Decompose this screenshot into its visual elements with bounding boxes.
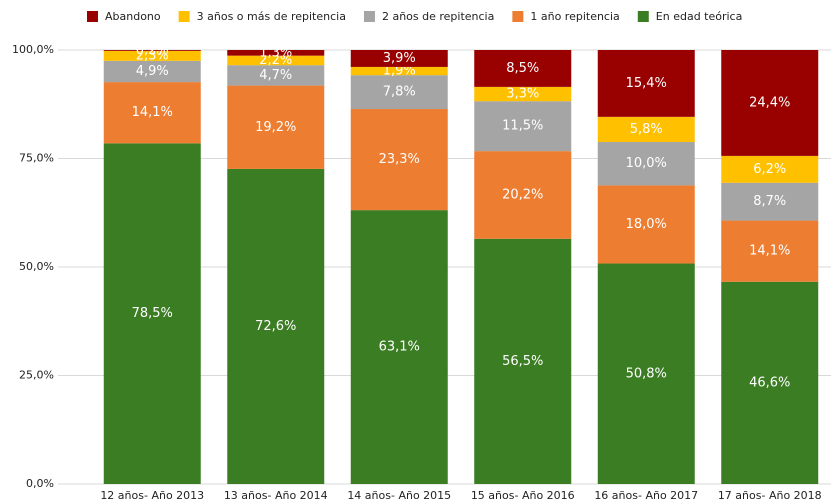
bar-segment — [597, 185, 695, 264]
x-tick-label: 16 años- Año 2017 — [594, 489, 698, 502]
bar-segment — [721, 50, 819, 156]
bar-segment — [227, 55, 325, 66]
data-label: 18,0% — [626, 217, 667, 232]
data-label: 19,2% — [255, 120, 296, 135]
data-label: 4,7% — [259, 68, 292, 83]
data-label: 14,1% — [749, 244, 790, 259]
legend-swatch — [363, 11, 375, 22]
data-label: 0,2% — [136, 43, 169, 58]
data-label: 8,7% — [753, 194, 786, 209]
bar-segment — [103, 50, 201, 51]
bar-segment — [721, 220, 819, 282]
bar-segment — [103, 60, 201, 83]
data-label: 1,9% — [383, 64, 416, 79]
bar-segment — [227, 85, 325, 169]
legend-label: Abandono — [105, 10, 161, 23]
legend-swatch — [637, 11, 649, 22]
bar-segment — [474, 151, 572, 239]
bar-segment — [721, 182, 819, 221]
bar-segment — [227, 50, 325, 56]
bar-segment — [597, 263, 695, 484]
data-label: 3,9% — [383, 51, 416, 66]
legend-swatch — [87, 11, 98, 22]
legend-label: 1 año repitencia — [530, 10, 619, 23]
bar-segment — [350, 109, 448, 211]
data-label: 78,5% — [132, 306, 173, 321]
data-label: 56,5% — [502, 354, 543, 369]
bar-segment — [350, 75, 448, 110]
y-tick-label: 75,0% — [19, 152, 54, 165]
data-label: 8,5% — [506, 61, 539, 76]
x-tick-label: 17 años- Año 2018 — [718, 489, 822, 502]
data-label: 7,8% — [383, 85, 416, 100]
data-label: 3,3% — [506, 87, 539, 102]
bar-segment — [227, 65, 325, 86]
bar-segment — [474, 50, 572, 87]
data-label: 50,8% — [626, 366, 667, 381]
bar-segment — [103, 143, 201, 484]
legend-label: En edad teórica — [656, 10, 743, 23]
data-label: 20,2% — [502, 187, 543, 202]
bar-segment — [474, 238, 572, 484]
bar-segment — [597, 142, 695, 186]
bar-segment — [350, 210, 448, 484]
bar-segment — [350, 66, 448, 76]
data-label: 15,4% — [626, 76, 667, 91]
data-label: 72,6% — [255, 319, 296, 334]
y-tick-label: 0,0% — [26, 477, 54, 490]
legend-label: 2 años de repitencia — [382, 10, 494, 23]
data-label: 63,1% — [379, 340, 420, 355]
data-label: 46,6% — [749, 375, 790, 390]
bar-segment — [103, 82, 201, 144]
y-tick-label: 25,0% — [19, 369, 54, 382]
bar-segment — [721, 155, 819, 183]
legend-swatch — [178, 11, 190, 22]
x-tick-label: 15 años- Año 2016 — [471, 489, 575, 502]
x-tick-label: 13 años- Año 2014 — [224, 489, 328, 502]
x-tick-label: 14 años- Año 2015 — [347, 489, 451, 502]
bar-segment — [227, 168, 325, 484]
data-label: 2,3% — [136, 48, 169, 63]
bar-segment — [474, 101, 572, 152]
data-label: 11,5% — [502, 119, 543, 134]
data-label: 1,3% — [259, 45, 292, 60]
data-label: 23,3% — [379, 152, 420, 167]
bar-segment — [474, 86, 572, 102]
bar-segment — [721, 281, 819, 484]
data-label: 6,2% — [753, 162, 786, 177]
data-label: 14,1% — [132, 105, 173, 120]
data-label: 2,2% — [259, 53, 292, 68]
y-tick-label: 100,0% — [12, 43, 54, 56]
data-label: 5,8% — [630, 122, 663, 137]
data-label: 24,4% — [749, 95, 790, 110]
y-tick-label: 50,0% — [19, 260, 54, 273]
bar-segment — [597, 116, 695, 143]
legend-label: 3 años o más de repitencia — [197, 10, 346, 23]
bar-segment — [350, 50, 448, 67]
data-label: 4,9% — [136, 64, 169, 79]
data-label: 10,0% — [626, 156, 667, 171]
x-tick-label: 12 años- Año 2013 — [100, 489, 204, 502]
legend-swatch — [512, 11, 524, 22]
bar-segment — [597, 50, 695, 117]
bar-segment — [103, 50, 201, 61]
